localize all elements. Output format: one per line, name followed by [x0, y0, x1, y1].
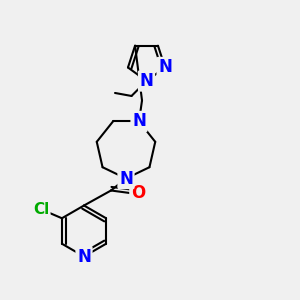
Text: O: O [131, 184, 145, 202]
Text: Cl: Cl [33, 202, 49, 217]
Text: N: N [119, 169, 133, 188]
Text: N: N [140, 72, 154, 90]
Text: N: N [132, 112, 146, 130]
Text: N: N [158, 58, 172, 76]
Text: N: N [77, 248, 91, 266]
